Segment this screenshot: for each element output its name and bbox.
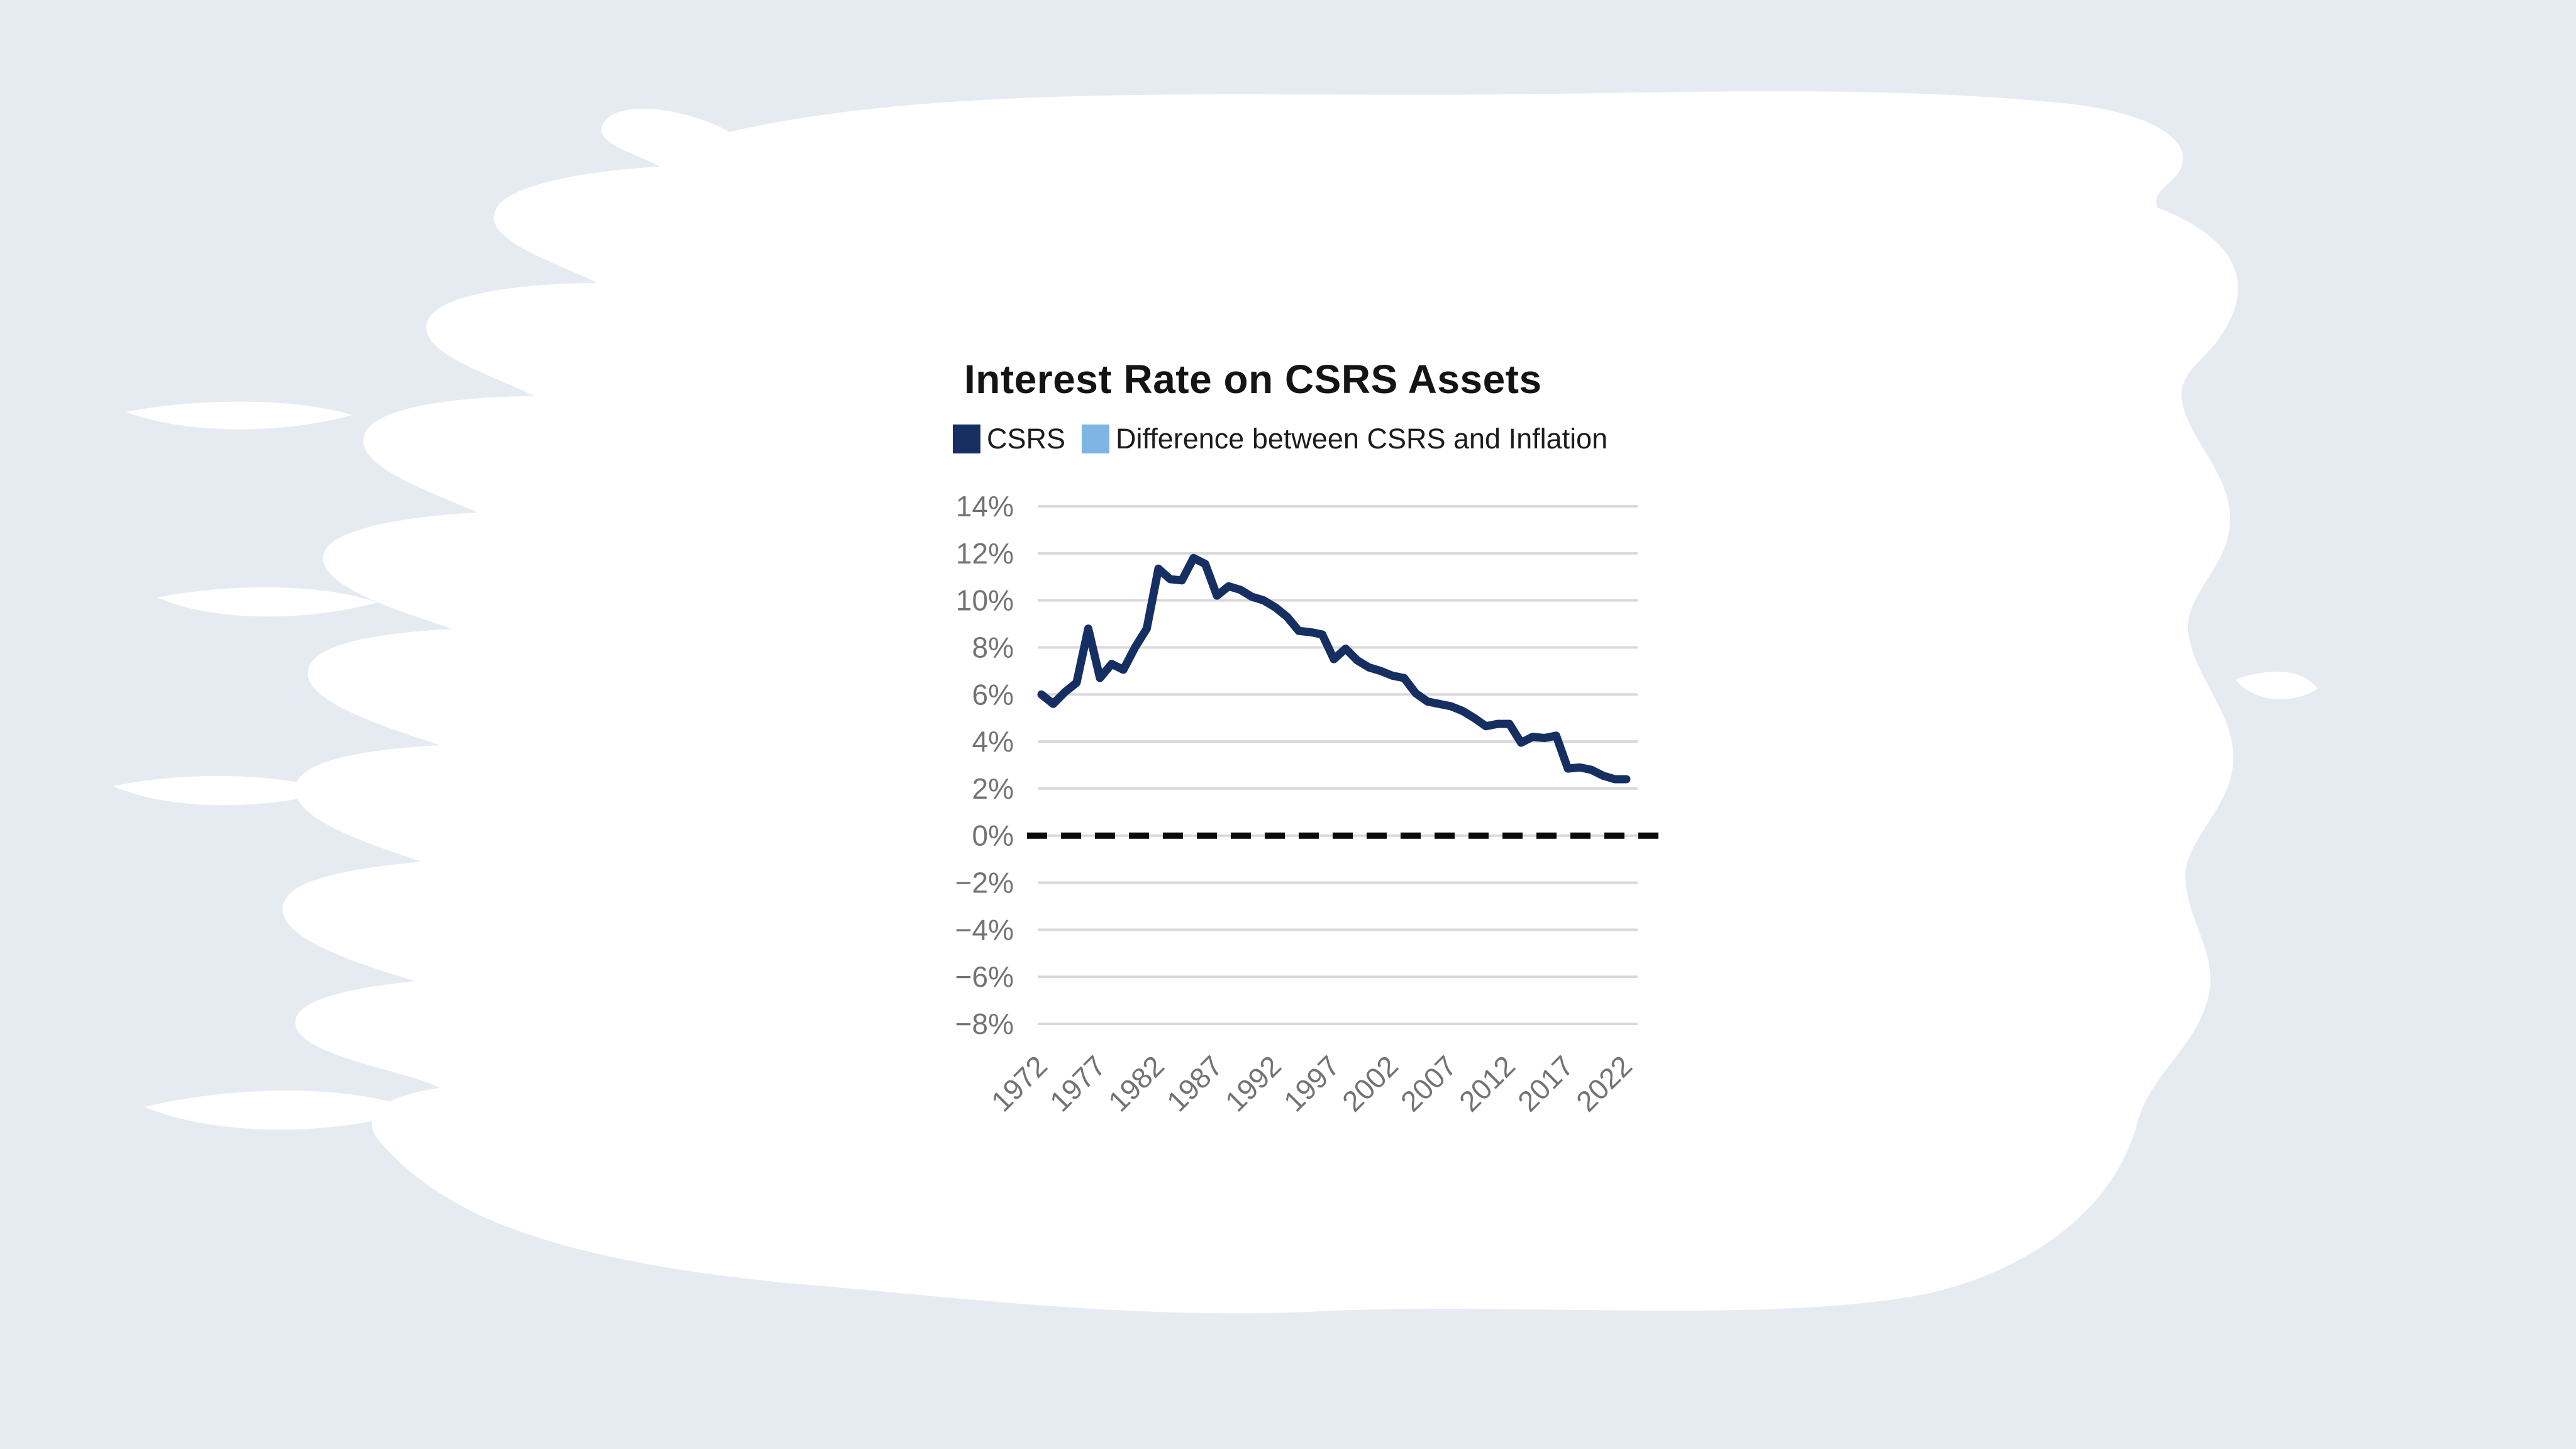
y-tick-label: 2% xyxy=(972,772,1014,805)
x-tick-label: 1987 xyxy=(1160,1049,1229,1118)
x-tick-label: 2012 xyxy=(1453,1049,1521,1118)
x-tick-label: 1982 xyxy=(1102,1049,1170,1118)
y-tick-label: −6% xyxy=(955,960,1014,993)
x-tick-label: 2007 xyxy=(1394,1049,1463,1118)
x-tick-label: 2002 xyxy=(1336,1049,1404,1118)
y-axis-labels: 14% 12% 10% 8% 6% 4% 2% 0% −2% −4% −6% −8% xyxy=(955,490,1014,1040)
x-tick-label: 1997 xyxy=(1277,1049,1346,1118)
legend-swatch-csrs xyxy=(953,425,980,453)
y-tick-label: −4% xyxy=(955,913,1014,946)
y-tick-label: 8% xyxy=(972,631,1014,663)
y-tick-label: 6% xyxy=(972,678,1014,711)
y-tick-label: −8% xyxy=(955,1008,1014,1040)
chart-plot: 14%12%10%8%6%4%2%0%−2%−4%−6%−8%197219771… xyxy=(955,490,1660,1118)
legend-item-difference: Difference between CSRS and Inflation xyxy=(1082,423,1607,455)
brush-shapes xyxy=(113,91,2318,1314)
y-tick-label: 10% xyxy=(956,584,1014,617)
y-tick-label: 0% xyxy=(972,819,1014,852)
x-axis-labels: 1972197719821987199219972002200720122017… xyxy=(985,1049,1638,1118)
x-tick-label: 1977 xyxy=(1043,1049,1112,1118)
legend-label-difference: Difference between CSRS and Inflation xyxy=(1116,423,1608,455)
y-tick-label: 4% xyxy=(972,725,1014,758)
x-tick-label: 1972 xyxy=(985,1049,1053,1118)
gridlines xyxy=(1038,505,1638,1025)
x-tick-label: 1992 xyxy=(1219,1049,1287,1118)
y-tick-label: 14% xyxy=(956,490,1014,523)
y-tick-label: 12% xyxy=(956,537,1014,570)
chart-legend: CSRS Difference between CSRS and Inflati… xyxy=(953,423,1607,455)
legend-swatch-difference xyxy=(1082,425,1110,453)
legend-label-csrs: CSRS xyxy=(987,423,1066,455)
chart-card: Interest Rate on CSRS Assets CSRS Differ… xyxy=(943,352,1711,1195)
x-tick-label: 2017 xyxy=(1511,1049,1580,1118)
y-tick-label: −2% xyxy=(955,867,1014,899)
legend-item-csrs: CSRS xyxy=(953,423,1065,455)
csrs-line-series xyxy=(1037,553,1631,784)
x-tick-label: 2022 xyxy=(1570,1049,1638,1118)
page-title: Interest Rate on CSRS Assets xyxy=(964,357,1542,402)
